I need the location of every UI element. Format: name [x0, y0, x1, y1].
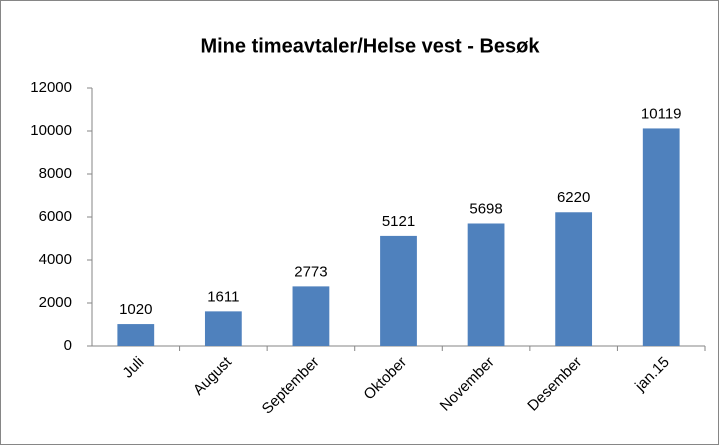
bar	[204, 311, 242, 346]
y-tick-label: 10000	[30, 122, 72, 139]
data-label: 6220	[557, 189, 590, 206]
bar	[380, 235, 417, 346]
bar	[117, 324, 155, 346]
data-label: 1020	[119, 301, 152, 318]
y-tick-label: 4000	[39, 251, 72, 268]
chart-title: Mine timeavtaler/Helse vest - Besøk	[200, 35, 540, 57]
data-label: 5698	[469, 200, 502, 217]
y-tick-label: 8000	[39, 165, 72, 182]
data-label: 1611	[207, 288, 239, 305]
bar	[292, 286, 330, 346]
data-label: 2773	[294, 263, 327, 280]
data-label: 5121	[382, 213, 415, 230]
y-tick-label: 6000	[39, 208, 72, 225]
data-label: 10119	[641, 105, 682, 122]
y-tick-label: 2000	[39, 294, 72, 311]
bar	[642, 128, 680, 346]
bar	[555, 212, 593, 346]
bar	[467, 223, 505, 346]
y-tick-label: 0	[64, 337, 72, 354]
y-tick-label: 12000	[30, 79, 72, 96]
